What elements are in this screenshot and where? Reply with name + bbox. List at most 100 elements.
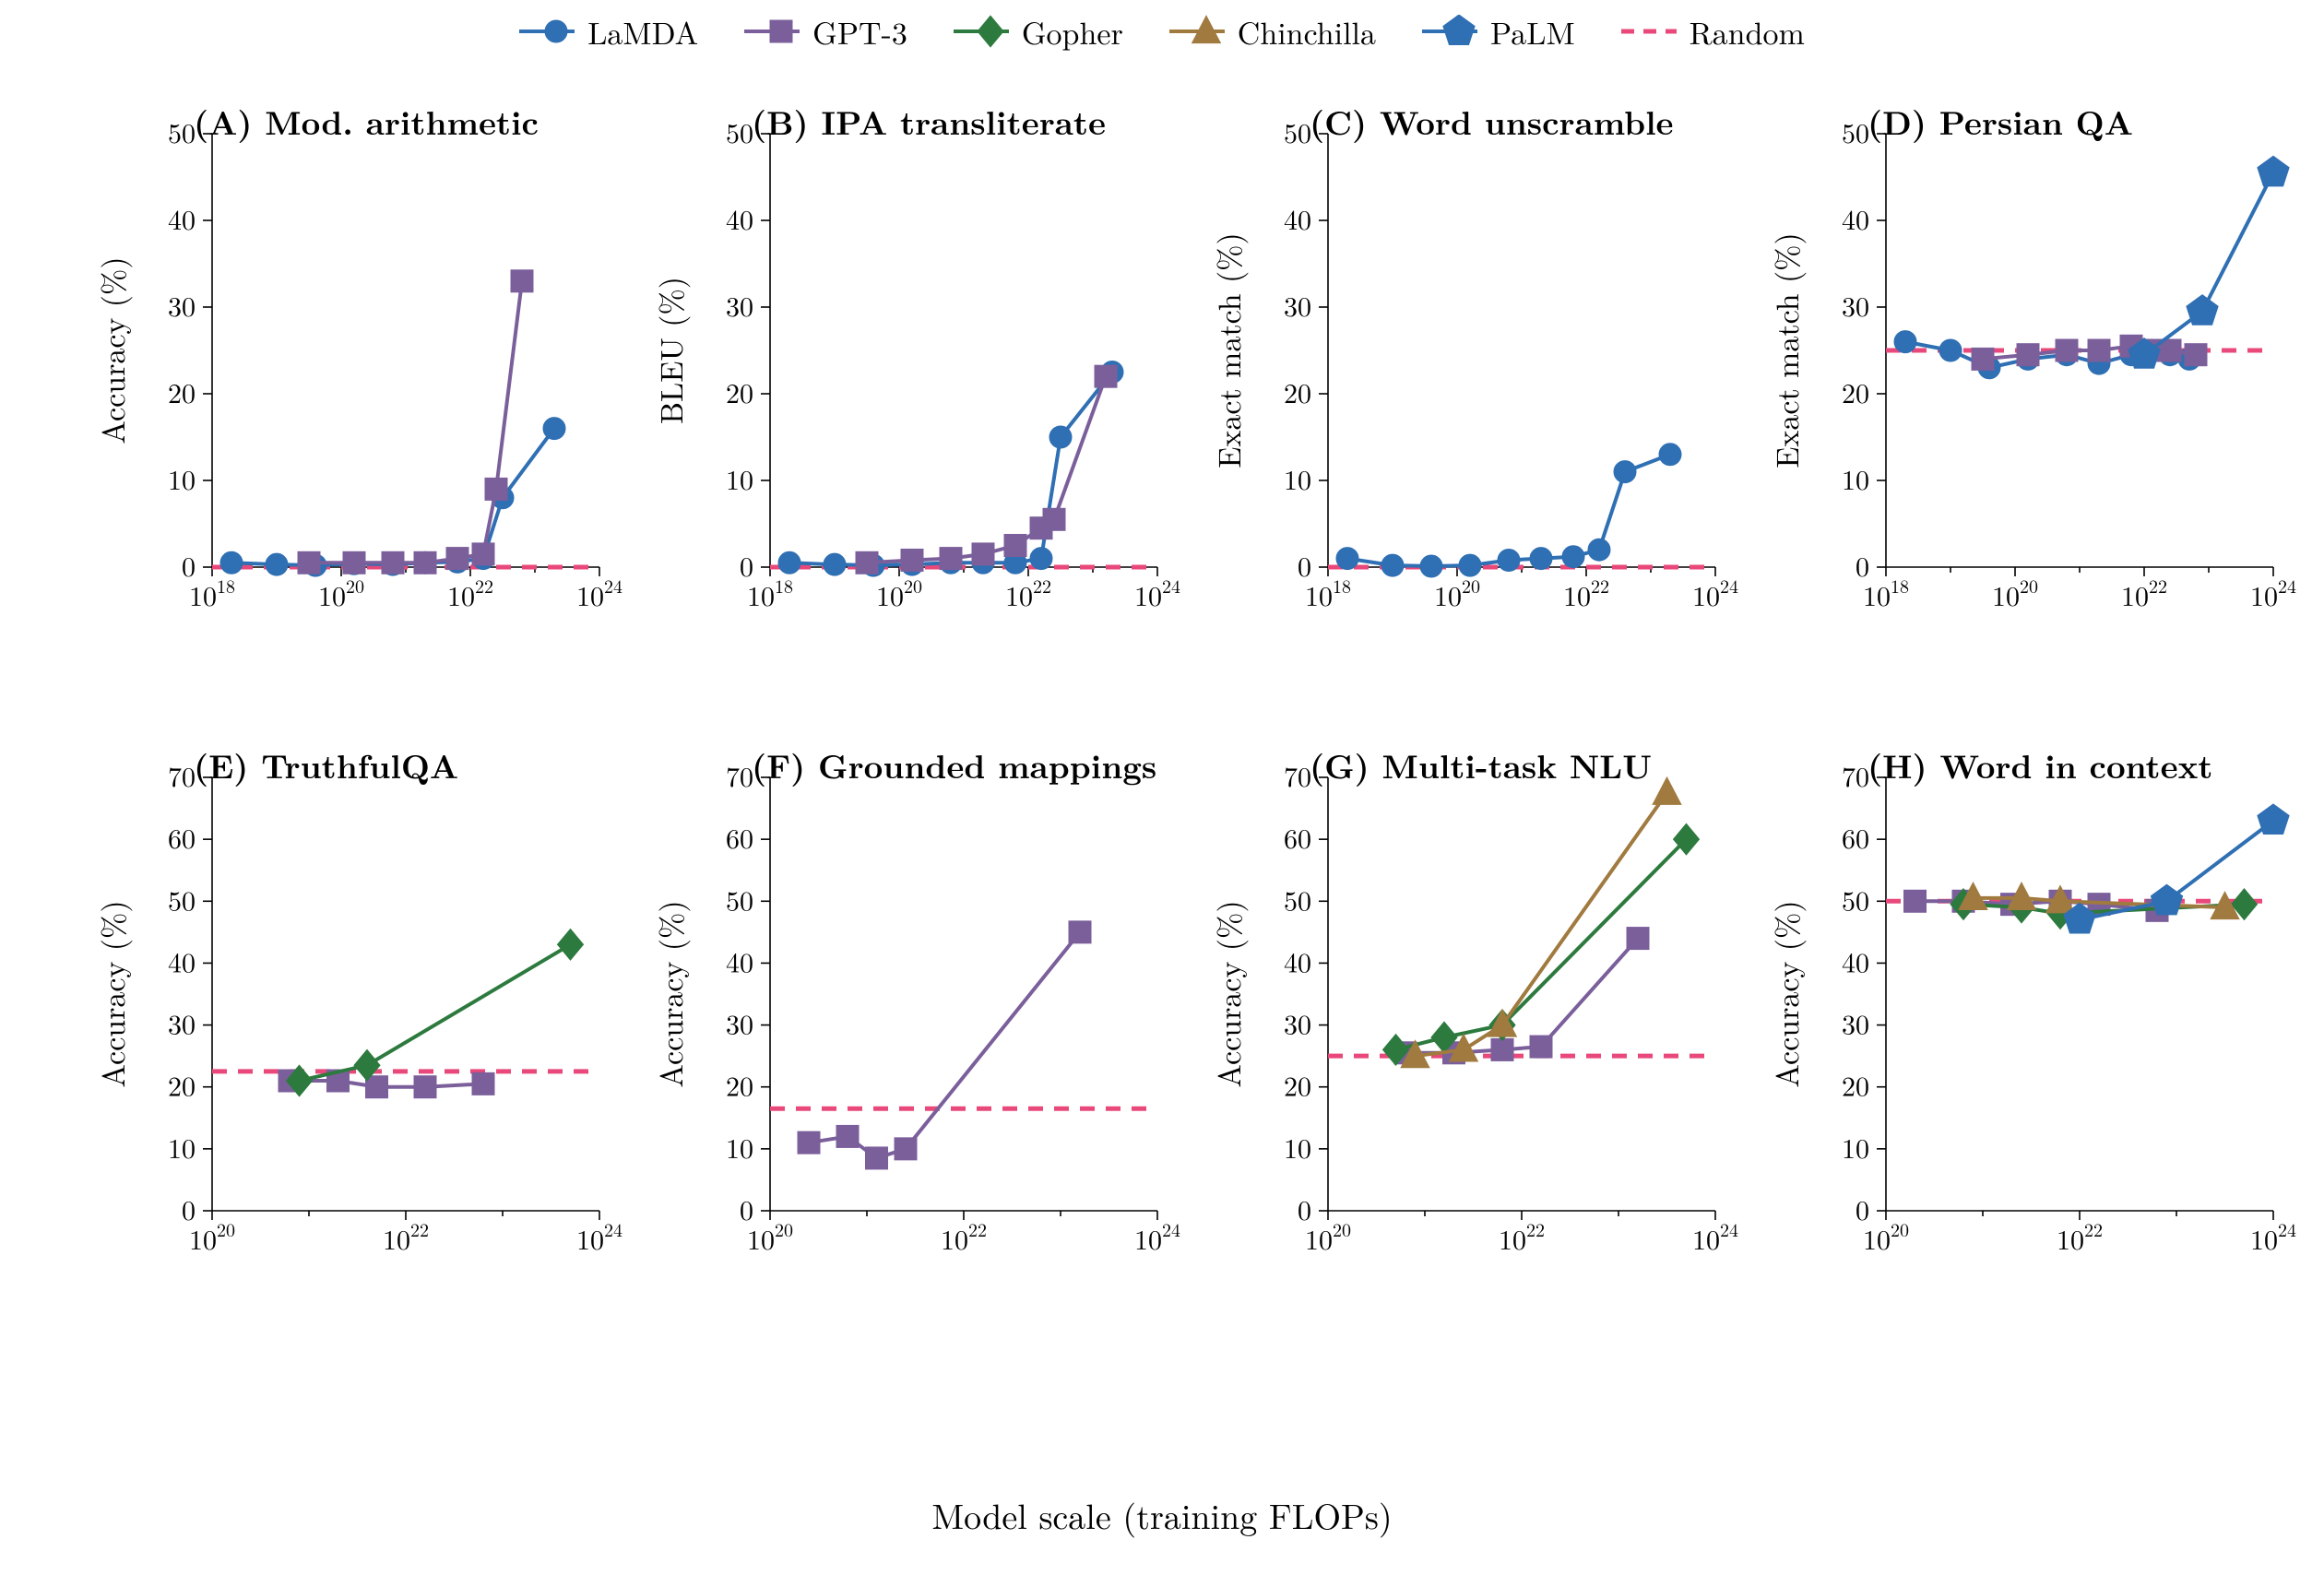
panel-ylabel-B: BLEU (%) — [647, 277, 692, 424]
svg-text:1024: 1024 — [1134, 572, 1180, 614]
marker-A-gpt3 — [446, 548, 468, 570]
panel-ylabel-D: Exact match (%) — [1763, 232, 1808, 468]
svg-text:1024: 1024 — [576, 1215, 622, 1258]
svg-text:20: 20 — [726, 372, 753, 411]
marker-A-lamda — [266, 553, 288, 575]
svg-text:30: 30 — [1842, 285, 1869, 325]
panel-title-H: (H) Word in context — [1868, 740, 2213, 788]
svg-text:70: 70 — [168, 755, 196, 795]
svg-text:1022: 1022 — [1563, 572, 1609, 614]
svg-text:1020: 1020 — [1992, 572, 2038, 614]
marker-C-lamda — [1659, 444, 1681, 466]
svg-text:30: 30 — [1842, 1003, 1869, 1043]
panel-F: (F) Grounded mappingsAccuracy (%)0102030… — [770, 777, 1157, 1211]
svg-text:1024: 1024 — [1692, 572, 1738, 614]
svg-text:1022: 1022 — [2121, 572, 2167, 614]
svg-text:1020: 1020 — [189, 1215, 235, 1258]
plot-C: 010203040501018102010221024 — [1328, 134, 1715, 567]
svg-text:30: 30 — [1284, 285, 1311, 325]
panel-ylabel-H: Accuracy (%) — [1763, 900, 1808, 1087]
marker-B-gpt3 — [940, 548, 962, 570]
marker-C-lamda — [1420, 555, 1442, 577]
marker-C-lamda — [1614, 461, 1636, 483]
svg-text:1024: 1024 — [2250, 572, 2296, 614]
plot-G: 010203040506070102010221024 — [1328, 777, 1715, 1211]
svg-text:1020: 1020 — [1863, 1215, 1909, 1258]
marker-A-gpt3 — [485, 478, 507, 500]
legend-swatch-gopher — [954, 18, 1009, 45]
marker-H-palm — [2151, 884, 2182, 915]
marker-B-gpt3 — [1004, 535, 1026, 557]
panel-ylabel-F: Accuracy (%) — [647, 900, 692, 1087]
plot-D: 010203040501018102010221024 — [1886, 134, 2273, 567]
series-line-B-lamda — [789, 373, 1112, 566]
svg-text:10: 10 — [1284, 1127, 1311, 1166]
marker-D-gpt3 — [1972, 348, 1994, 370]
svg-text:50: 50 — [1842, 879, 1869, 918]
plot-A: 010203040501018102010221024 — [212, 134, 599, 567]
svg-text:1018: 1018 — [1863, 572, 1909, 614]
svg-text:1018: 1018 — [747, 572, 793, 614]
legend-item-palm: PaLM — [1422, 9, 1575, 53]
panel-B: (B) IPA transliterateBLEU (%)01020304050… — [770, 134, 1157, 567]
svg-text:10: 10 — [1284, 458, 1311, 498]
svg-text:10: 10 — [726, 458, 753, 498]
panel-ylabel-G: Accuracy (%) — [1205, 900, 1250, 1087]
svg-text:70: 70 — [726, 755, 753, 795]
svg-text:20: 20 — [1284, 1065, 1311, 1105]
marker-E-gpt3 — [472, 1072, 494, 1095]
marker-B-gpt3 — [972, 543, 994, 565]
marker-B-lamda — [1030, 548, 1052, 570]
svg-text:1020: 1020 — [1305, 1215, 1351, 1258]
marker-A-lamda — [543, 418, 565, 440]
marker-D-gpt3 — [2017, 344, 2039, 366]
svg-text:10: 10 — [1842, 1127, 1869, 1166]
svg-text:50: 50 — [1842, 112, 1869, 151]
svg-text:60: 60 — [1842, 817, 1869, 857]
marker-D-palm — [2187, 295, 2218, 326]
svg-text:1022: 1022 — [1499, 1215, 1545, 1258]
plot-B: 010203040501018102010221024 — [770, 134, 1157, 567]
marker-G-gpt3 — [1627, 928, 1649, 950]
svg-text:70: 70 — [1842, 755, 1869, 795]
marker-B-gpt3 — [1043, 508, 1065, 530]
legend-swatch-palm — [1422, 18, 1477, 45]
svg-text:1020: 1020 — [1434, 572, 1480, 614]
svg-text:1018: 1018 — [1305, 572, 1351, 614]
panel-ylabel-C: Exact match (%) — [1205, 232, 1250, 468]
figure-root: LaMDAGPT-3GopherChinchillaPaLMRandomMode… — [0, 0, 2324, 1575]
marker-F-gpt3 — [798, 1131, 820, 1154]
legend-swatch-random — [1621, 18, 1677, 45]
svg-text:1020: 1020 — [318, 572, 364, 614]
svg-text:30: 30 — [1284, 1003, 1311, 1043]
svg-text:40: 40 — [1284, 941, 1311, 980]
series-line-D-palm — [2144, 172, 2273, 354]
svg-text:1022: 1022 — [383, 1215, 429, 1258]
marker-F-gpt3 — [836, 1125, 859, 1147]
marker-B-gpt3 — [1095, 365, 1117, 387]
marker-C-lamda — [1336, 548, 1358, 570]
panel-G: (G) Multi-task NLUAccuracy (%)0102030405… — [1328, 777, 1715, 1211]
legend-label-chinchilla: Chinchilla — [1238, 9, 1376, 53]
marker-E-gpt3 — [366, 1076, 388, 1098]
svg-text:50: 50 — [726, 112, 753, 151]
marker-D-lamda — [1894, 331, 1916, 353]
svg-text:50: 50 — [1284, 112, 1311, 151]
svg-text:60: 60 — [726, 817, 753, 857]
series-line-E-gopher — [300, 944, 571, 1081]
marker-A-gpt3 — [511, 270, 533, 292]
svg-text:50: 50 — [1284, 879, 1311, 918]
legend-label-gpt3: GPT-3 — [812, 9, 907, 53]
svg-text:30: 30 — [726, 285, 753, 325]
panel-C: (C) Word unscrambleExact match (%)010203… — [1328, 134, 1715, 567]
panel-D: (D) Persian QAExact match (%)01020304050… — [1886, 134, 2273, 567]
marker-H-palm — [2258, 804, 2289, 835]
marker-B-gpt3 — [856, 551, 878, 574]
svg-text:1022: 1022 — [2057, 1215, 2103, 1258]
panel-H: (H) Word in contextAccuracy (%)010203040… — [1886, 777, 2273, 1211]
panel-title-F: (F) Grounded mappings — [752, 740, 1156, 788]
series-line-B-gpt3 — [867, 376, 1106, 562]
svg-text:1022: 1022 — [941, 1215, 987, 1258]
svg-text:20: 20 — [1842, 372, 1869, 411]
panel-title-B: (B) IPA transliterate — [752, 97, 1106, 145]
